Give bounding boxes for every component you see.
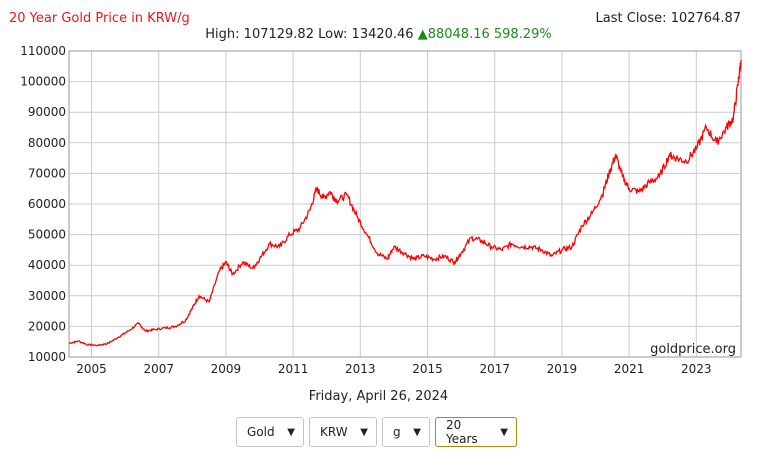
- x-tick-label: 2023: [681, 362, 712, 376]
- high-label: High:: [205, 27, 240, 42]
- x-tick-label: 2011: [278, 362, 309, 376]
- y-tick-label: 20000: [28, 319, 66, 333]
- low-label: Low:: [318, 27, 348, 42]
- x-tick-label: 2013: [345, 362, 376, 376]
- y-tick-label: 10000: [28, 350, 66, 364]
- y-tick-label: 30000: [28, 289, 66, 303]
- up-arrow-icon: ▲: [417, 27, 428, 42]
- y-axis-ticks: 10000 20000 30000 40000 50000 60000 70000 80000…: [20, 44, 66, 364]
- y-tick-label: 90000: [28, 105, 66, 119]
- x-tick-label: 2005: [76, 362, 107, 376]
- date-label: Friday, April 26, 2024: [308, 389, 449, 404]
- y-tick-label: 100000: [20, 75, 66, 89]
- x-tick-label: 2017: [479, 362, 510, 376]
- x-axis-ticks: 2005 2007 2009 2011 2013 2015 2017 2019 2021 2023: [76, 362, 711, 376]
- y-tick-label: 60000: [28, 197, 66, 211]
- last-close-value: 102764.87: [670, 11, 741, 26]
- y-tick-label: 70000: [28, 166, 66, 180]
- chevron-down-icon: ▼: [413, 426, 421, 438]
- y-tick-label: 80000: [28, 136, 66, 150]
- y-tick-label: 40000: [28, 258, 66, 272]
- chevron-down-icon: ▼: [500, 426, 508, 438]
- watermark: goldprice.org: [650, 342, 736, 357]
- currency-select-value: KRW: [320, 425, 348, 439]
- x-tick-label: 2009: [211, 362, 242, 376]
- metal-select[interactable]: Gold ▼: [236, 417, 304, 447]
- x-tick-label: 2021: [614, 362, 645, 376]
- period-select-value: 20 Years: [446, 418, 478, 446]
- gold-price-line: [68, 60, 742, 347]
- change-percent: 598.29%: [493, 27, 552, 42]
- unit-select-value: g: [393, 425, 401, 439]
- plot-frame: [68, 50, 742, 358]
- period-select[interactable]: 20 Years ▼: [435, 417, 517, 447]
- x-tick-label: 2015: [412, 362, 443, 376]
- metal-select-value: Gold: [247, 425, 275, 439]
- low-value: 13420.46: [351, 27, 414, 42]
- chart-grid: [69, 50, 741, 358]
- chart-title: 20 Year Gold Price in KRW/g: [9, 11, 190, 26]
- chevron-down-icon: ▼: [360, 426, 368, 438]
- y-tick-label: 110000: [20, 44, 66, 58]
- x-tick-label: 2019: [547, 362, 578, 376]
- x-tick-label: 2007: [143, 362, 174, 376]
- high-value: 107129.82: [243, 27, 314, 42]
- change-value: 88048.16: [427, 27, 490, 42]
- unit-select[interactable]: g ▼: [382, 417, 430, 447]
- chevron-down-icon: ▼: [287, 426, 295, 438]
- last-close: Last Close: 102764.87: [596, 11, 741, 26]
- last-close-label: Last Close:: [595, 11, 667, 26]
- y-tick-label: 50000: [28, 228, 66, 242]
- price-stats: High: 107129.82 Low: 13420.46 ▲88048.16 …: [0, 27, 757, 42]
- currency-select[interactable]: KRW ▼: [309, 417, 377, 447]
- price-chart: 10000 20000 30000 40000 50000 60000 70000 80000…: [20, 44, 742, 376]
